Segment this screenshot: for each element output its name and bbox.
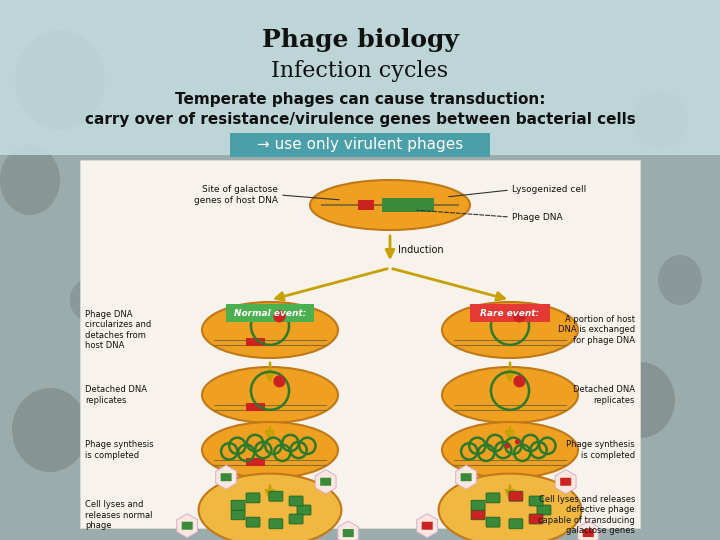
Bar <box>226 304 314 322</box>
FancyBboxPatch shape <box>289 514 303 524</box>
Ellipse shape <box>202 302 338 358</box>
Text: Detached DNA
replicates: Detached DNA replicates <box>85 386 147 404</box>
Circle shape <box>274 375 286 388</box>
FancyBboxPatch shape <box>560 478 571 486</box>
FancyBboxPatch shape <box>422 522 433 530</box>
Bar <box>470 304 550 322</box>
FancyBboxPatch shape <box>320 478 331 486</box>
FancyBboxPatch shape <box>509 519 523 529</box>
Ellipse shape <box>605 362 675 438</box>
FancyBboxPatch shape <box>529 496 543 506</box>
Ellipse shape <box>570 458 610 502</box>
Ellipse shape <box>0 145 60 215</box>
Text: carry over of resistance/virulence genes between bacterial cells: carry over of resistance/virulence genes… <box>85 112 635 127</box>
Ellipse shape <box>310 180 470 230</box>
FancyBboxPatch shape <box>471 510 485 520</box>
Text: Temperate phages can cause transduction:: Temperate phages can cause transduction: <box>175 92 545 107</box>
FancyBboxPatch shape <box>246 493 260 503</box>
FancyBboxPatch shape <box>582 529 594 537</box>
Text: Induction: Induction <box>398 245 444 255</box>
FancyBboxPatch shape <box>358 200 374 210</box>
Ellipse shape <box>438 474 582 540</box>
Circle shape <box>274 310 286 322</box>
Bar <box>0 0 720 155</box>
Bar <box>80 160 640 528</box>
Ellipse shape <box>442 367 578 423</box>
Circle shape <box>505 443 510 449</box>
Ellipse shape <box>12 388 88 472</box>
FancyBboxPatch shape <box>382 198 434 212</box>
FancyBboxPatch shape <box>537 505 551 515</box>
FancyBboxPatch shape <box>246 517 260 527</box>
Ellipse shape <box>85 462 135 518</box>
Circle shape <box>513 310 526 322</box>
FancyBboxPatch shape <box>529 514 543 524</box>
Ellipse shape <box>199 474 341 540</box>
Text: Phage biology: Phage biology <box>261 28 459 52</box>
Text: Lysogenized cell: Lysogenized cell <box>512 186 586 194</box>
FancyBboxPatch shape <box>486 517 500 527</box>
Text: Rare event:: Rare event: <box>480 308 539 318</box>
FancyBboxPatch shape <box>486 493 500 503</box>
Ellipse shape <box>202 422 338 478</box>
FancyBboxPatch shape <box>509 491 523 501</box>
Bar <box>230 133 490 157</box>
Circle shape <box>513 375 526 388</box>
FancyBboxPatch shape <box>297 505 311 515</box>
Text: Phage DNA: Phage DNA <box>512 213 562 221</box>
FancyBboxPatch shape <box>343 529 354 537</box>
FancyBboxPatch shape <box>181 522 193 530</box>
Bar <box>246 338 265 346</box>
Ellipse shape <box>442 302 578 358</box>
FancyBboxPatch shape <box>220 473 232 481</box>
FancyBboxPatch shape <box>231 500 245 510</box>
Text: → use only virulent phages: → use only virulent phages <box>257 138 463 152</box>
Ellipse shape <box>70 278 110 322</box>
Text: Phage synthesis
is completed: Phage synthesis is completed <box>567 440 635 460</box>
FancyBboxPatch shape <box>269 491 283 501</box>
Ellipse shape <box>15 30 105 130</box>
Ellipse shape <box>632 90 688 150</box>
Text: Phage DNA
circularizes and
detaches from
host DNA: Phage DNA circularizes and detaches from… <box>85 310 151 350</box>
Ellipse shape <box>442 422 578 478</box>
Text: Detached DNA
replicates: Detached DNA replicates <box>573 386 635 404</box>
Ellipse shape <box>658 255 702 305</box>
Bar <box>246 403 265 411</box>
Text: Cell lyses and releases
defective phage
capable of transducing
galactose genes: Cell lyses and releases defective phage … <box>539 495 635 535</box>
Ellipse shape <box>202 367 338 423</box>
FancyBboxPatch shape <box>471 500 485 510</box>
Text: Cell lyses and
releases normal
phage: Cell lyses and releases normal phage <box>85 500 153 530</box>
FancyBboxPatch shape <box>269 519 283 529</box>
Text: Normal event:: Normal event: <box>234 308 306 318</box>
Bar <box>246 458 265 466</box>
Text: A portion of host
DNA is exchanged
for phage DNA: A portion of host DNA is exchanged for p… <box>558 315 635 345</box>
FancyBboxPatch shape <box>289 496 303 506</box>
FancyBboxPatch shape <box>461 473 472 481</box>
Text: Phage synthesis
is completed: Phage synthesis is completed <box>85 440 153 460</box>
Circle shape <box>515 439 520 444</box>
Text: Infection cycles: Infection cycles <box>271 60 449 82</box>
Text: Site of galactose
genes of host DNA: Site of galactose genes of host DNA <box>194 185 278 205</box>
FancyBboxPatch shape <box>231 510 245 520</box>
